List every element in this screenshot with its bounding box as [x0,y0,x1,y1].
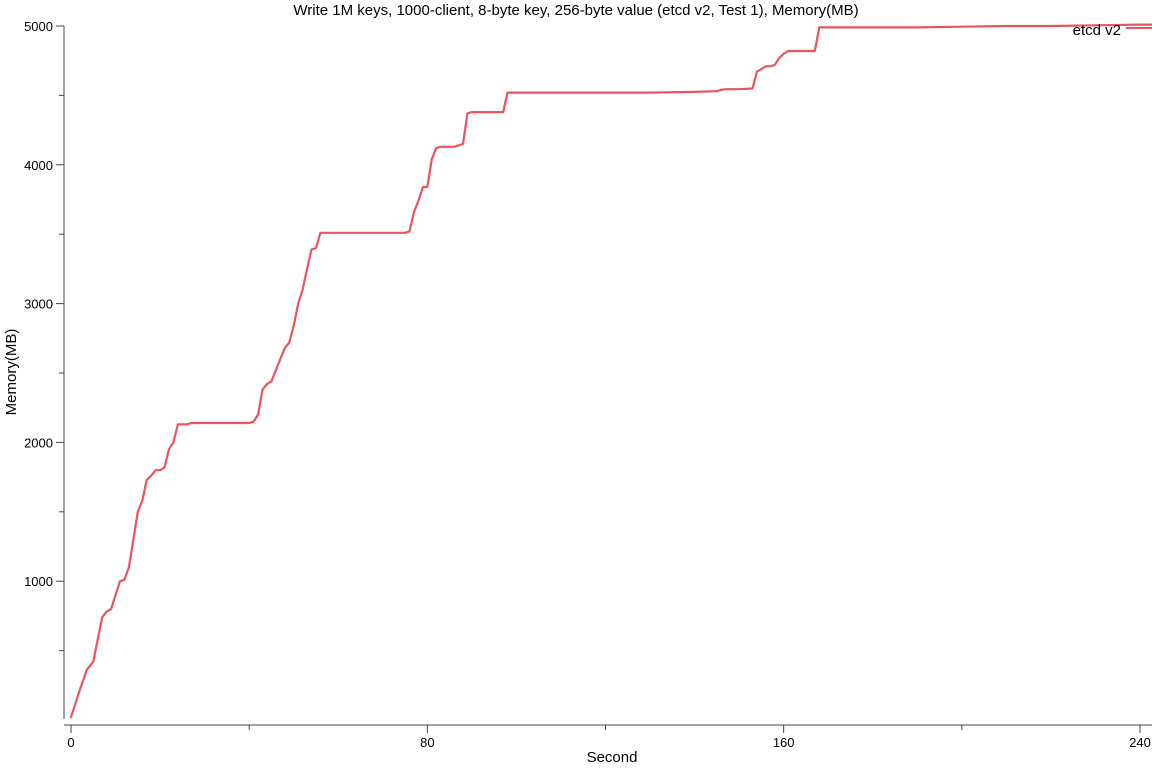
axes [63,26,1152,726]
y-axis-ticks: 1000 2000 3000 4000 5000 [24,19,64,652]
y-tick-label: 4000 [24,158,53,173]
y-tick-label: 1000 [24,574,53,589]
y-tick-label: 2000 [24,435,53,450]
series-layer [69,23,1152,719]
y-tick-label: 3000 [24,297,53,312]
chart-title: Write 1M keys, 1000-client, 8-byte key, … [293,2,858,19]
x-tick-label: 240 [1129,735,1151,750]
x-axis-label: Second [587,749,638,766]
x-tick-label: 0 [67,735,74,750]
x-tick-label: 80 [420,735,434,750]
x-axis-ticks: 0 80 160 240 [67,725,1151,750]
y-tick-label: 5000 [24,19,53,34]
y-axis-label: Memory(MB) [3,329,20,416]
legend-label-etcd-v2: etcd v2 [1073,22,1121,39]
legend: etcd v2 [1073,22,1152,39]
series-line-etcd-v2 [69,23,1152,719]
x-tick-label: 160 [773,735,795,750]
